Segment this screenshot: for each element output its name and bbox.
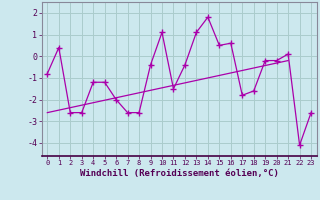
X-axis label: Windchill (Refroidissement éolien,°C): Windchill (Refroidissement éolien,°C) bbox=[80, 169, 279, 178]
